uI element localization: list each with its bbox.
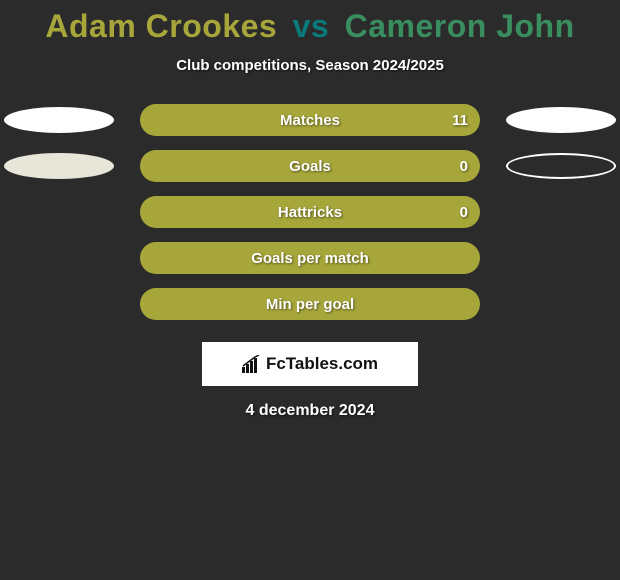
stat-rows: Matches 11 Goals 0 Hattricks 0 Goals per match… (0, 104, 620, 320)
player2-name: Cameron John (345, 8, 575, 44)
stat-label: Goals (289, 158, 331, 175)
stat-bar: Matches 11 (140, 104, 480, 136)
stat-bar: Goals per match (140, 242, 480, 274)
stat-value-right: 11 (452, 112, 468, 129)
date-label: 4 december 2024 (0, 402, 620, 420)
stat-value-right: 0 (460, 158, 468, 175)
right-ellipse (506, 153, 616, 179)
page-title: Adam Crookes vs Cameron John (0, 8, 620, 45)
player1-name: Adam Crookes (45, 8, 277, 44)
stat-row: Goals 0 (0, 150, 620, 182)
stat-row: Matches 11 (0, 104, 620, 136)
stat-bar: Goals 0 (140, 150, 480, 182)
right-ellipse (506, 107, 616, 133)
left-ellipse (4, 153, 114, 179)
vs-label: vs (293, 8, 330, 44)
logo-box: FcTables.com (202, 342, 418, 386)
stat-bar: Min per goal (140, 288, 480, 320)
stat-row: Goals per match (0, 242, 620, 274)
stat-bar: Hattricks 0 (140, 196, 480, 228)
logo-text: FcTables.com (266, 354, 378, 374)
stat-label: Goals per match (251, 250, 369, 267)
stat-label: Min per goal (266, 296, 354, 313)
subtitle: Club competitions, Season 2024/2025 (0, 57, 620, 74)
stat-label: Hattricks (278, 204, 342, 221)
stat-label: Matches (280, 112, 340, 129)
left-ellipse (4, 107, 114, 133)
chart-icon (242, 355, 262, 373)
stat-value-right: 0 (460, 204, 468, 221)
stat-row: Min per goal (0, 288, 620, 320)
stat-row: Hattricks 0 (0, 196, 620, 228)
comparison-card: Adam Crookes vs Cameron John Club compet… (0, 0, 620, 420)
